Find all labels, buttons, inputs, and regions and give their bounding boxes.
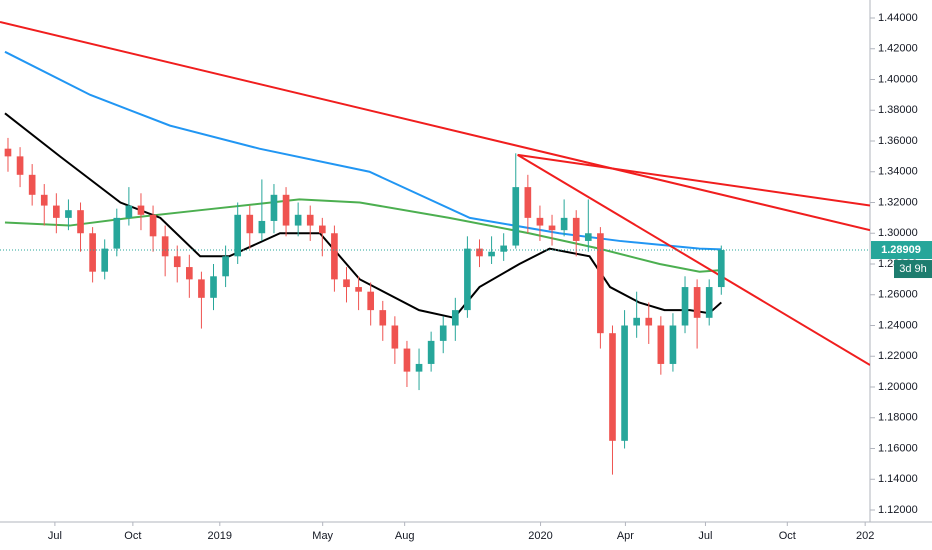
x-tick-label: May [312,530,333,542]
candle-body [16,156,24,175]
candle-body [343,279,350,288]
candle-body [222,256,229,277]
x-tick-label: Apr [617,530,634,542]
candle-body [403,348,411,372]
candle-body [173,256,181,268]
candle-body [270,194,278,221]
y-tick-label: 1.20000 [878,381,918,393]
candle-body [427,340,435,364]
candle-body [681,287,689,326]
y-tick-label: 1.12000 [878,504,918,516]
candle-body [306,214,314,226]
y-tick-label: 1.38000 [878,104,918,116]
trend-line [0,21,870,232]
candle-body [645,317,653,326]
candle-body [77,210,84,234]
y-tick-label: 1.44000 [878,12,918,24]
x-tick-label: Aug [395,530,415,542]
candle-body [65,210,72,218]
x-tick-label: Jul [48,530,62,542]
moving-average [4,50,722,251]
candle-body [464,248,471,311]
candle-body [101,248,109,272]
candle-body [451,310,459,326]
candle-body [186,267,193,280]
candle-body [40,194,48,206]
candle-body [415,363,423,372]
plot-area [0,21,870,475]
countdown-box [894,260,932,279]
candle-body [717,250,725,288]
candle-body [234,214,242,257]
candle-body [669,325,677,364]
candle-body [621,325,628,441]
last-price-box [871,241,932,260]
candle-body [53,205,60,218]
candle-body [367,291,375,311]
candle-body [258,220,266,234]
candle-body [572,217,580,241]
candle-body [633,317,640,326]
candle-body [693,287,701,318]
y-tick-label: 1.36000 [878,135,918,147]
countdown-label: 3d 9h [899,263,927,275]
candle-body [137,205,145,215]
x-tick-label: Jul [698,530,712,542]
candle-body [149,214,157,237]
y-tick-label: 1.24000 [878,319,918,331]
candle-body [560,217,568,231]
y-tick-label: 1.30000 [878,227,918,239]
candle-body [331,233,338,280]
candle-body [318,225,326,234]
candle-body [512,187,520,246]
candle-body [355,287,362,292]
candle-body [246,214,254,234]
y-tick-label: 1.18000 [878,412,918,424]
trend-line [517,153,870,366]
candle-body [439,325,447,341]
y-tick-label: 1.34000 [878,166,918,178]
candle-body [488,251,495,257]
candle-body [548,225,556,231]
candle-body [705,287,713,318]
candle-body [391,325,399,349]
candle-body [282,194,290,226]
candle-body [161,236,169,257]
candle-body [584,233,592,241]
candle-body [113,217,121,249]
trend-line [517,153,870,207]
y-tick-label: 1.26000 [878,289,918,301]
x-tick-label: Oct [779,530,796,542]
candle-body [4,148,12,157]
candle-body [500,245,507,252]
y-tick-label: 1.42000 [878,43,918,55]
y-tick-label: 1.32000 [878,196,918,208]
x-tick-label: 202 [856,530,874,542]
candle-body [524,187,532,218]
y-tick-label: 1.14000 [878,473,918,485]
candle-body [597,233,604,334]
candle-body [476,248,483,257]
last-price-label: 1.28909 [881,244,921,256]
candle-body [210,276,217,298]
candle-body [28,174,36,195]
y-tick-label: 1.16000 [878,442,918,454]
x-tick-label: 2019 [208,530,232,542]
y-tick-label: 1.22000 [878,350,918,362]
candle-body [89,233,96,272]
x-tick-label: Oct [124,530,141,542]
y-tick-label: 1.40000 [878,73,918,85]
candle-body [536,217,544,226]
candle-body [609,333,616,441]
candle-body [125,205,133,218]
x-tick-label: 2020 [528,530,552,542]
candle-body [294,214,302,226]
candle-body [198,279,205,298]
candle-body [657,325,665,364]
candle-body [379,310,387,326]
